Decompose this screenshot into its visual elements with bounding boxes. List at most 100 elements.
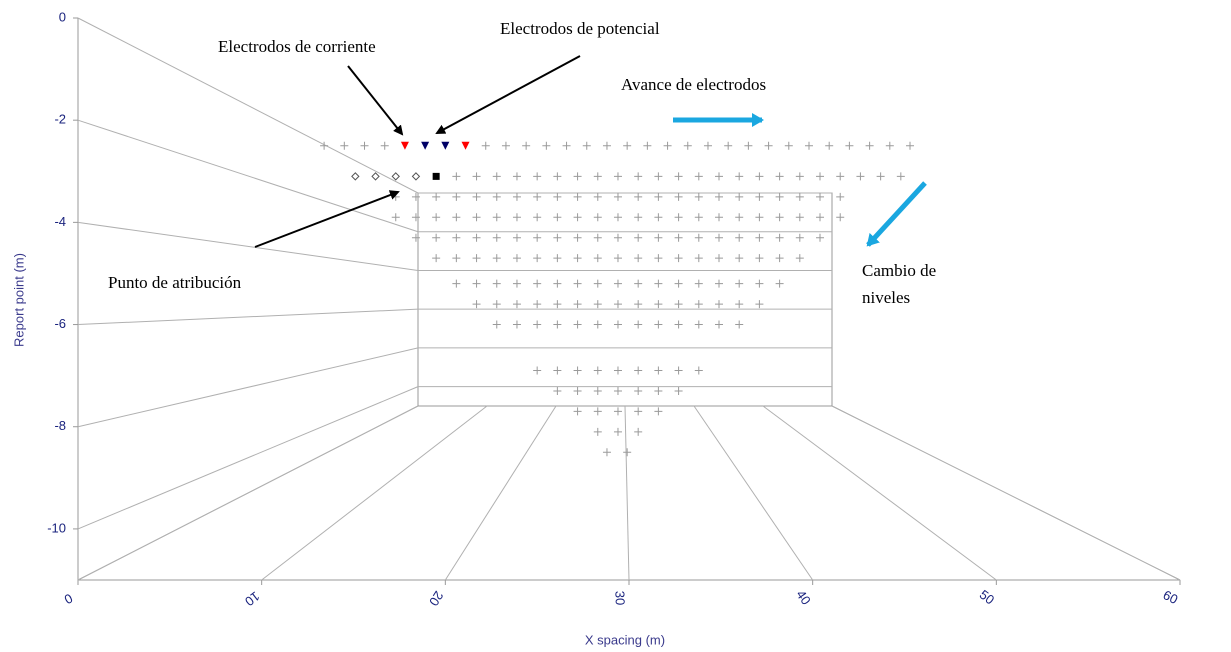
point [533,254,542,263]
point [775,254,784,263]
point [755,233,764,242]
point [663,141,672,150]
grid-line [77,221,419,271]
point [573,233,582,242]
potential-electrode [441,141,450,150]
point [472,279,481,288]
point [714,300,723,309]
point [553,192,562,201]
point [533,279,542,288]
point [735,213,744,222]
point [714,254,723,263]
point [735,320,744,329]
point [784,141,793,150]
point [593,366,602,375]
grid-line [693,405,814,581]
point [553,386,562,395]
arrow [254,190,400,248]
point [694,192,703,201]
point [481,141,490,150]
point [553,233,562,242]
front-box [417,192,833,407]
point [432,254,441,263]
point [573,279,582,288]
point [360,141,369,150]
point [876,172,885,181]
point [573,320,582,329]
current-electrode [400,141,409,150]
point [654,213,663,222]
point [634,386,643,395]
point [755,279,764,288]
point [573,300,582,309]
point [674,386,683,395]
point [553,320,562,329]
previous-point [351,172,360,181]
point [533,300,542,309]
point [683,141,692,150]
point [512,172,521,181]
point [735,300,744,309]
point [492,233,501,242]
grid-line [624,405,630,581]
current-electrode [461,141,470,150]
point [452,254,461,263]
point [512,300,521,309]
point [816,172,825,181]
point [816,192,825,201]
previous-point [391,172,400,181]
point [613,213,622,222]
point [714,279,723,288]
point [492,254,501,263]
point [836,213,845,222]
annotation: Avance de electrodos [621,75,766,94]
point [593,279,602,288]
y-tick-label: -4 [54,214,66,229]
point [432,192,441,201]
point [735,233,744,242]
point [573,386,582,395]
point [634,213,643,222]
point [634,366,643,375]
previous-point [371,172,380,181]
point [492,320,501,329]
point [654,192,663,201]
point [553,300,562,309]
point [795,213,804,222]
point [593,213,602,222]
point [553,172,562,181]
point [714,233,723,242]
point [795,233,804,242]
point [755,213,764,222]
annotation: Punto de atribución [108,273,242,292]
point [836,192,845,201]
point [512,279,521,288]
point [643,141,652,150]
point [714,213,723,222]
x-axis-label: X spacing (m) [585,632,665,647]
point [573,192,582,201]
point [896,172,905,181]
point [320,141,329,150]
point [573,407,582,416]
point [452,279,461,288]
point [795,254,804,263]
point [714,320,723,329]
point [602,448,611,457]
point [472,300,481,309]
point [755,172,764,181]
annotation: Electrodos de corriente [218,37,376,56]
point [613,366,622,375]
point [714,172,723,181]
point [613,192,622,201]
point [492,213,501,222]
point [795,192,804,201]
y-tick-label: -8 [54,418,66,433]
point [775,233,784,242]
point [674,279,683,288]
point [654,407,663,416]
point [654,233,663,242]
point [522,141,531,150]
